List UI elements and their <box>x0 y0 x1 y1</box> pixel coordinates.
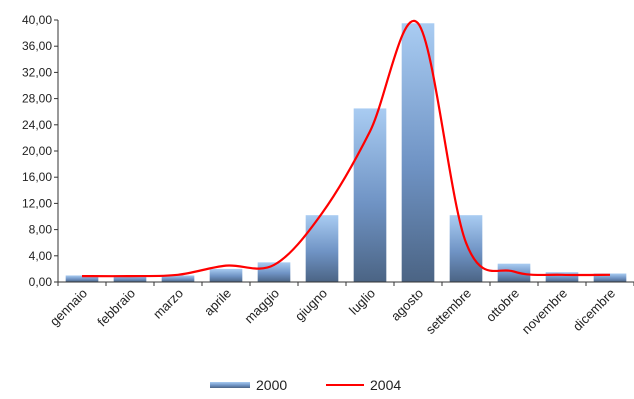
y-tick-label: 16,00 <box>22 170 52 184</box>
y-tick-label: 32,00 <box>22 65 52 79</box>
legend-swatch-2000 <box>210 382 250 388</box>
labels-layer: 0,00 4,00 8,00 12,00 16,00 20,00 24,00 28,00 32,… <box>22 13 618 337</box>
bar-2000-aprile <box>209 268 243 282</box>
x-tick-label-marzo: marzo <box>150 286 186 322</box>
y-tick-label: 40,00 <box>22 13 52 27</box>
y-tick-label: 4,00 <box>29 249 53 263</box>
x-tick-label-settembre: settembre <box>423 286 474 337</box>
y-tick-label: 8,00 <box>29 223 53 237</box>
x-tick-label-ottobre: ottobre <box>483 286 522 325</box>
x-tick-label-gennaio: gennaio <box>47 286 90 329</box>
line-layer <box>81 19 611 278</box>
bars-layer <box>65 23 627 283</box>
x-tick-label-agosto: agosto <box>388 286 426 324</box>
legend-label-2000: 2000 <box>256 377 287 393</box>
bar-2000-settembre <box>449 215 483 282</box>
line-2004 <box>81 19 611 278</box>
bar-2000-gennaio <box>65 275 99 282</box>
x-tick-label-giugno: giugno <box>292 286 330 324</box>
y-tick-label: 28,00 <box>22 92 52 106</box>
bar-2000-novembre <box>545 272 579 282</box>
bar-2000-agosto <box>401 23 435 283</box>
bar-2000-ottobre <box>497 263 531 282</box>
x-tick-label-luglio: luglio <box>346 286 378 318</box>
bar-2000-febbraio <box>113 275 147 282</box>
y-tick-label: 20,00 <box>22 144 52 158</box>
y-tick-label: 0,00 <box>29 275 53 289</box>
y-tick-label: 24,00 <box>22 118 52 132</box>
bar-2000-luglio <box>353 108 387 283</box>
bar-2000-dicembre <box>593 273 627 282</box>
y-tick-label: 12,00 <box>22 196 52 210</box>
legend-label-2004: 2004 <box>370 377 401 393</box>
axes-layer <box>54 19 634 286</box>
x-tick-label-maggio: maggio <box>241 286 282 327</box>
x-tick-label-febbraio: febbraio <box>94 286 138 330</box>
legend: 2000 2004 <box>210 377 401 393</box>
y-tick-label: 36,00 <box>22 39 52 53</box>
x-tick-label-novembre: novembre <box>519 286 570 337</box>
x-tick-label-aprile: aprile <box>201 286 234 319</box>
bar-2000-marzo <box>161 275 195 282</box>
bar-2000-giugno <box>305 215 339 282</box>
x-tick-label-dicembre: dicembre <box>570 286 618 334</box>
